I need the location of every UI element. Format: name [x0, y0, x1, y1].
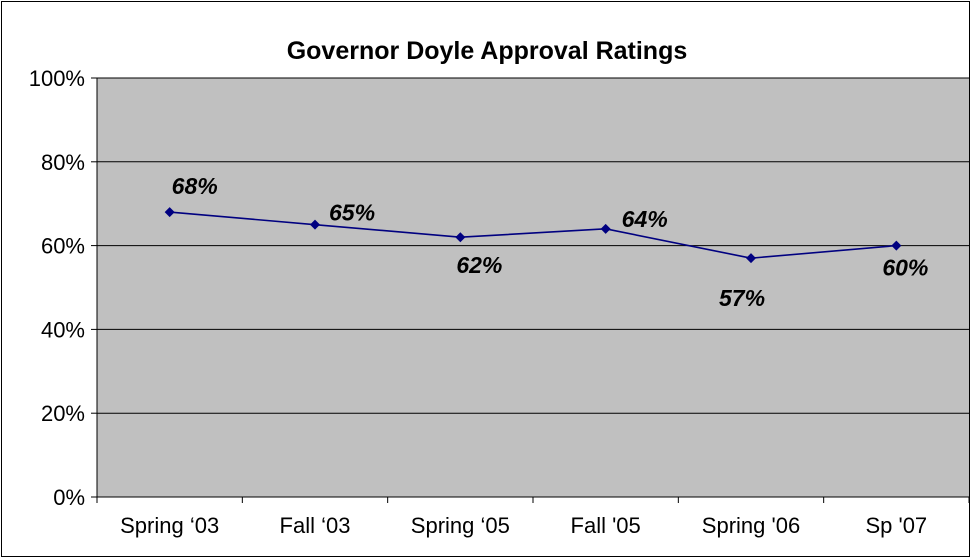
data-label: 65%: [329, 200, 375, 226]
data-point-marker: [746, 253, 756, 264]
x-tick-label: Spring ‘05: [411, 513, 510, 538]
data-label: 62%: [456, 252, 502, 278]
x-tick-label: Sp '07: [865, 513, 927, 538]
data-labels: 68% 65% 62% 64% 57% 60%: [172, 173, 929, 311]
data-point-marker: [310, 219, 320, 230]
data-point-marker: [891, 240, 902, 251]
x-tick-label: Spring '06: [702, 513, 800, 538]
series-approval: [164, 207, 902, 264]
x-tick-label: Fall ‘03: [280, 513, 351, 538]
series-line: [169, 211, 897, 259]
data-label: 68%: [172, 173, 218, 199]
y-tick-label: 40%: [41, 317, 85, 342]
y-tick-label: 60%: [41, 234, 85, 259]
data-label: 57%: [719, 285, 765, 311]
plot-area: [97, 78, 969, 497]
chart-title: Governor Doyle Approval Ratings: [287, 37, 688, 65]
axes: [91, 77, 970, 503]
y-tick-label: 100%: [29, 66, 85, 91]
y-axis-tick-labels: 0% 20% 40% 60% 80% 100%: [29, 66, 85, 510]
data-point-marker: [455, 232, 466, 243]
x-tick-label: Fall '05: [571, 513, 641, 538]
y-tick-label: 20%: [41, 401, 85, 426]
x-axis-tick-labels: Spring ‘03 Fall ‘03 Spring ‘05 Fall '05 Spri…: [120, 513, 927, 538]
data-point-marker: [164, 207, 175, 218]
y-tick-label: 80%: [41, 150, 85, 175]
y-tick-label: 0%: [53, 485, 85, 510]
data-point-marker: [600, 223, 611, 234]
gridlines: [97, 77, 969, 414]
x-tick-label: Spring ‘03: [120, 513, 219, 538]
data-label: 60%: [882, 255, 928, 281]
data-label: 64%: [622, 206, 668, 232]
